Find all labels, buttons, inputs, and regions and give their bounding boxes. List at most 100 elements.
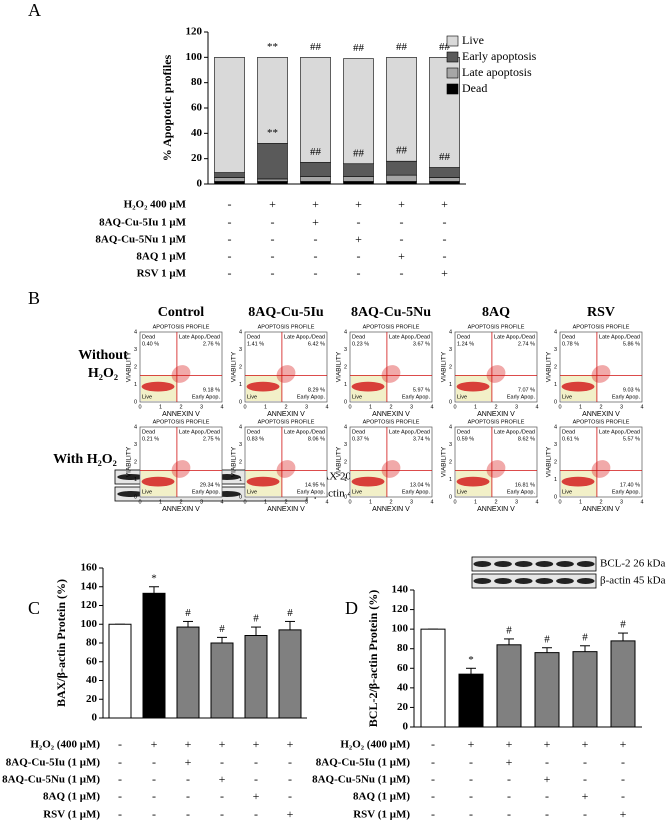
x-tick-label: 3 (305, 499, 308, 505)
x-tick-label: 4 (535, 499, 538, 505)
condition-sign: - (431, 807, 435, 821)
y-tick-label: 3 (554, 442, 557, 448)
x-tick-label: 3 (410, 404, 413, 410)
x-tick-label: 0 (348, 404, 351, 410)
condition-label: H₂O₂ 400 μM (124, 199, 187, 211)
bar-segment (386, 174, 417, 182)
legend-label: Late apoptosis (462, 65, 532, 79)
condition-sign: - (288, 789, 292, 803)
quadrant-label: Live (142, 394, 152, 400)
x-tick-label: 2 (284, 499, 287, 505)
condition-sign: + (185, 737, 192, 751)
condition-sign: + (253, 789, 260, 803)
bar (278, 629, 302, 719)
quadrant-value: 0.21 % (142, 436, 159, 442)
quadrant-label: Dead (247, 429, 260, 435)
condition-sign: - (545, 807, 549, 821)
condition-sign: - (469, 807, 473, 821)
y-tick-label: 1 (449, 382, 452, 388)
quadrant-value: 0.61 % (562, 436, 579, 442)
y-tick-label: 2 (344, 364, 347, 370)
y-tick-label: 3 (134, 347, 137, 353)
condition-sign: - (186, 807, 190, 821)
condition-sign: + (312, 197, 319, 211)
condition-sign: + (582, 737, 589, 751)
blot-band (494, 578, 512, 584)
condition-sign: - (431, 737, 435, 751)
quadrant-value: 0.40 % (142, 341, 159, 347)
quadrant-label: Live (247, 489, 257, 495)
quadrant-label: Early Apop. (612, 394, 641, 400)
x-tick-label: 1 (579, 404, 582, 410)
quadrant-value: 8.29 % (308, 387, 325, 393)
x-tick-label: 0 (453, 499, 456, 505)
bar (496, 644, 522, 728)
x-tick-label: 1 (474, 499, 477, 505)
x-tick-label: 4 (535, 404, 538, 410)
significance: # (185, 607, 191, 619)
quadrant-value: 14.95 % (305, 482, 325, 488)
condition-sign: - (271, 232, 275, 246)
x-tick-label: 4 (430, 499, 433, 505)
bar-segment (343, 181, 374, 185)
y-tick-label: 2 (554, 364, 557, 370)
x-tick-label: 0 (453, 404, 456, 410)
y-axis-label: VIABILITY (441, 351, 448, 382)
bar (572, 651, 598, 728)
quadrant-label: Early Apop. (612, 489, 641, 495)
condition-label: RSV 1 μM (137, 268, 187, 280)
condition-sign: - (271, 215, 275, 229)
condition-sign: - (118, 789, 122, 803)
x-tick-label: 1 (474, 404, 477, 410)
bar-segment (257, 143, 288, 180)
row-label: H₂O₂ (88, 366, 118, 381)
condition-label: 8AQ-Cu-5Iu (1 μM) (316, 757, 411, 769)
y-tick-label: 2 (134, 364, 137, 370)
quadrant-label: Late Apop./Dead (389, 334, 430, 340)
y-tick-label: 3 (344, 442, 347, 448)
condition-sign: - (507, 807, 511, 821)
condition-sign: - (228, 266, 232, 280)
condition-label: H₂O₂ (400 μM) (340, 739, 410, 751)
x-tick-label: 2 (599, 404, 602, 410)
quadrant-value: 0.23 % (352, 341, 369, 347)
x-tick-label: 4 (220, 404, 223, 410)
quadrant-label: Late Apop./Dead (179, 334, 220, 340)
condition-sign: - (314, 249, 318, 263)
y-tick-label: 120 (186, 26, 203, 38)
condition-label: RSV (1 μM) (43, 809, 100, 821)
blot-band (576, 561, 595, 567)
panel-letter: D (345, 598, 358, 618)
condition-sign: - (469, 755, 473, 769)
bar-segment (257, 181, 288, 185)
bar-segment (343, 176, 374, 182)
condition-sign: - (545, 789, 549, 803)
significance: ## (396, 145, 408, 157)
y-tick-label: 2 (554, 459, 557, 465)
quadrant-value: 13.04 % (410, 482, 430, 488)
x-axis-label: ANNEXIN V (582, 506, 620, 513)
x-tick-label: 3 (305, 404, 308, 410)
quadrant-value: 2.76 % (203, 341, 220, 347)
significance: # (544, 633, 550, 645)
condition-label: 8AQ-Cu-5Iu (1 μM) (6, 757, 101, 769)
condition-sign: - (186, 772, 190, 786)
significance: # (620, 619, 626, 631)
condition-sign: - (220, 755, 224, 769)
quadrant-label: Early Apop. (192, 489, 221, 495)
y-tick-label: 2 (449, 364, 452, 370)
y-tick-label: 0 (134, 399, 137, 405)
y-axis-label: % Apoptotic profiles (160, 54, 174, 161)
condition-sign: + (441, 266, 448, 280)
y-tick-label: 60 (86, 655, 98, 667)
panel-letter: B (28, 288, 40, 308)
y-tick-label: 4 (239, 424, 242, 430)
y-tick-label: 3 (239, 347, 242, 353)
x-axis-label: ANNEXIN V (372, 506, 410, 513)
condition-sign: - (254, 772, 258, 786)
quadrant-label: Early Apop. (297, 489, 326, 495)
plot-title: APOPTOSIS PROFILE (258, 324, 315, 330)
event-cloud (276, 460, 296, 478)
quadrant-value: 16.81 % (515, 482, 535, 488)
y-tick-label: 120 (81, 599, 98, 611)
